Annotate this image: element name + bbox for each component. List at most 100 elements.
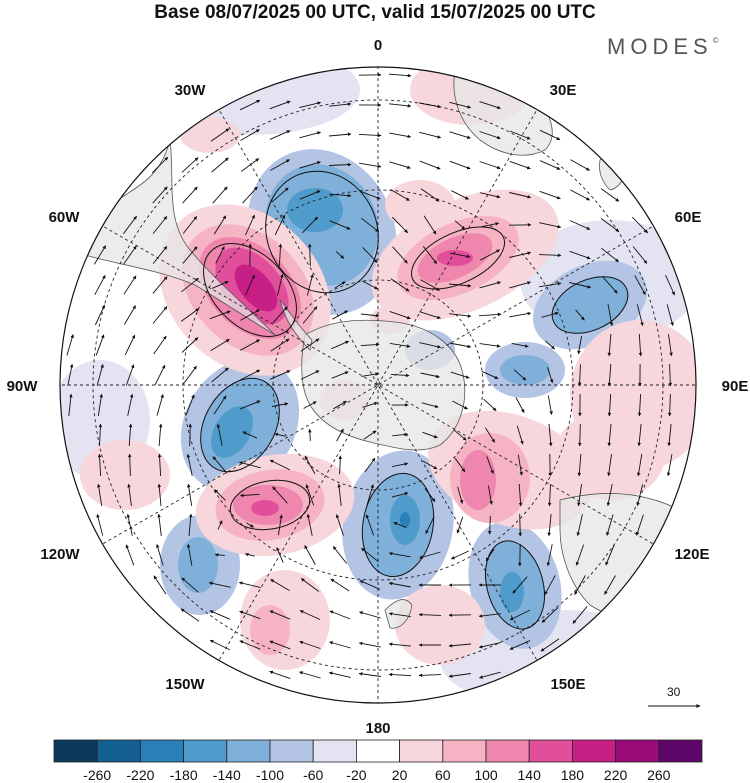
wind-arrow — [509, 609, 531, 621]
wind-arrow — [240, 129, 260, 141]
wind-arrow — [125, 544, 135, 566]
colorbar: -260 -220 -180 -140 -100 -60 -20 20 60 100 140 180 2… — [53, 739, 703, 783]
wind-arrow — [334, 281, 346, 289]
wind-arrow — [299, 131, 321, 139]
wind-arrow — [478, 642, 501, 649]
wind-arrow — [486, 456, 494, 474]
wind-arrow — [666, 304, 674, 326]
wind-arrow — [358, 133, 382, 138]
wind-arrow — [419, 160, 441, 170]
wind-arrow — [577, 484, 583, 507]
wind-arrow — [125, 364, 135, 386]
wind-arrow — [66, 334, 74, 356]
wind-arrow — [548, 423, 553, 447]
colorbar-cells — [53, 739, 703, 763]
wind-arrow — [95, 334, 105, 356]
colorbar-ticks: -260 -220 -180 -140 -100 -60 -20 20 60 100 140 180 2… — [83, 767, 671, 783]
positive-anomaly-south-west — [195, 453, 355, 557]
wind-arrow — [332, 546, 348, 564]
wind-arrow — [182, 186, 198, 204]
colorbar-cell — [312, 739, 357, 763]
south-america — [60, 139, 276, 336]
wind-arrow — [419, 102, 442, 109]
colorbar-tick-label: -140 — [213, 767, 241, 783]
wind-arrow — [389, 342, 411, 348]
wind-arrow — [540, 638, 560, 652]
wind-arrow — [180, 608, 200, 622]
wind-arrow — [509, 311, 532, 318]
wind-arrow — [304, 545, 316, 565]
land-masses — [60, 67, 696, 629]
wind-arrow — [539, 190, 561, 200]
wind-arrow — [419, 131, 442, 139]
wind-arrow — [182, 216, 198, 234]
wind-arrow — [547, 514, 552, 537]
wind-arrow — [454, 220, 466, 230]
wind-arrow — [153, 575, 167, 595]
wind-arrow — [97, 483, 103, 506]
wind-arrow — [511, 342, 529, 348]
lon-label-30w: 30W — [175, 82, 207, 99]
wind-arrow — [151, 156, 169, 174]
colorbar-cell — [355, 739, 400, 763]
wind-arrow — [602, 276, 618, 294]
lon-label-90e: 90E — [722, 378, 749, 395]
wind-arrow — [449, 101, 472, 109]
wind-arrow — [512, 576, 528, 594]
wind-arrow — [331, 371, 349, 379]
wind-arrow — [632, 246, 648, 264]
colorbar-tick-label: 260 — [647, 767, 671, 783]
colorbar-tick-label: 180 — [561, 767, 585, 783]
wind-arrow — [274, 432, 286, 437]
wind-arrow — [391, 216, 409, 234]
wind-arrow — [547, 367, 554, 384]
wind-arrow — [418, 612, 442, 617]
wind-arrow — [577, 423, 582, 447]
wind-arrow — [452, 400, 468, 410]
wind-arrow — [607, 423, 612, 447]
lon-label-90w: 90W — [7, 378, 39, 395]
wind-arrow — [211, 157, 229, 173]
wind-arrow — [569, 282, 592, 289]
wind-arrow — [634, 275, 646, 295]
wind-arrow — [605, 544, 615, 566]
colorbar-cell — [226, 739, 271, 763]
wind-arrow — [479, 101, 501, 110]
wind-arrow — [449, 252, 471, 259]
wind-arrow — [338, 455, 343, 475]
wind-arrow — [276, 547, 284, 563]
wind-arrow — [127, 483, 132, 506]
wind-arrow — [156, 394, 164, 416]
colorbar-tick-label: 100 — [474, 767, 498, 783]
wind-arrow — [270, 338, 290, 352]
wind-arrow — [392, 462, 409, 468]
lon-label-60e: 60E — [675, 209, 702, 226]
wind-arrow — [515, 397, 525, 413]
wind-arrow — [362, 247, 378, 263]
wind-arrow — [366, 484, 374, 506]
wind-arrow — [601, 247, 619, 263]
wind-arrow — [128, 423, 133, 447]
wind-arrow — [448, 643, 472, 648]
wind-arrow — [97, 393, 103, 416]
wind-arrow — [240, 493, 260, 498]
colorbar-cell — [399, 739, 444, 763]
wind-arrow — [328, 162, 352, 167]
wind-arrow — [481, 222, 500, 228]
wind-arrow — [423, 215, 437, 235]
wind-arrow — [214, 553, 225, 557]
longitude-labels: 0 30E 60E 90E 120E 150E 180 150W 120W 90… — [7, 37, 749, 737]
anomaly-contours — [200, 170, 629, 630]
wind-arrow — [238, 581, 261, 589]
wind-arrow — [299, 161, 321, 169]
wind-arrow — [269, 670, 291, 680]
wind-arrow — [422, 460, 438, 470]
colorbar-cell — [183, 739, 228, 763]
wind-arrow — [479, 161, 501, 170]
wind-arrow — [539, 281, 562, 288]
wind-arrow — [123, 215, 137, 235]
wind-arrow — [479, 671, 501, 679]
wind-arrow — [152, 276, 168, 294]
wind-arrow — [329, 220, 351, 230]
wind-arrow — [360, 313, 380, 318]
